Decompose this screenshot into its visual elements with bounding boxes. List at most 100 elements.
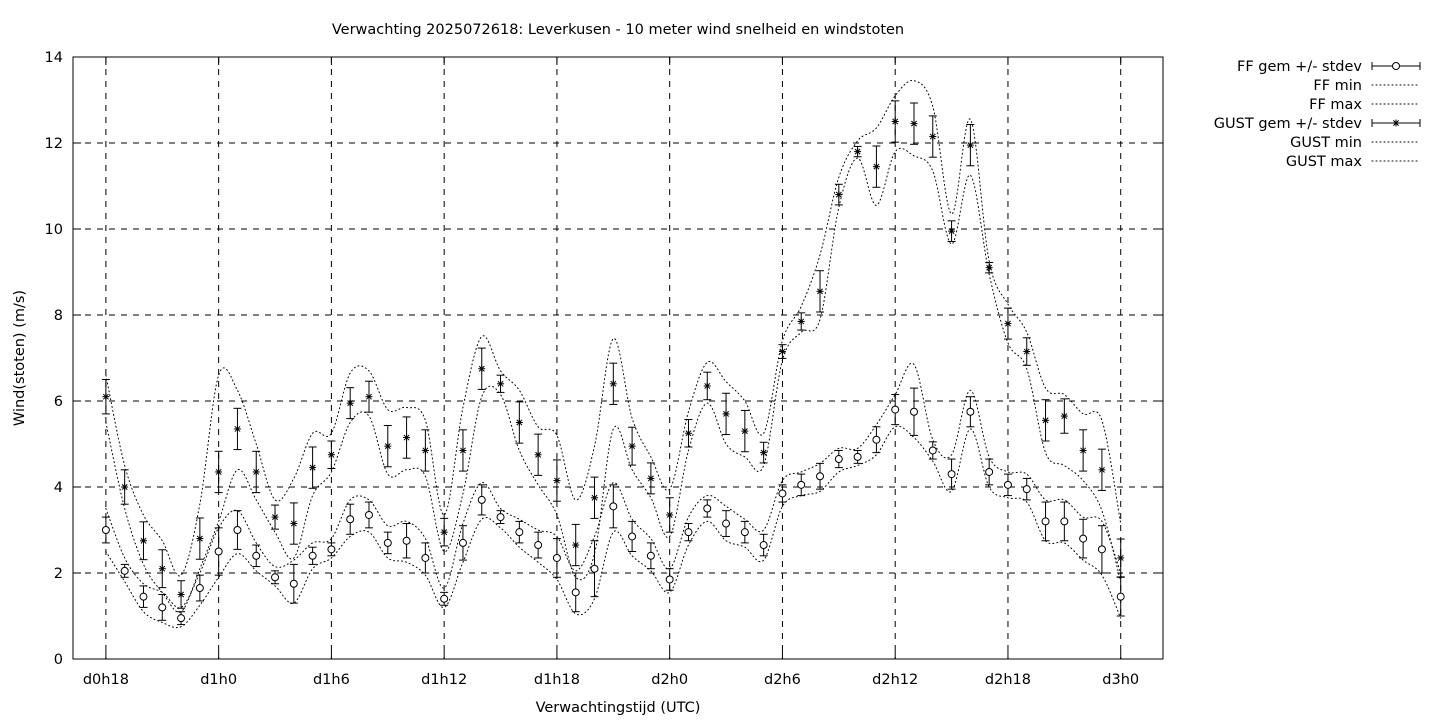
x-tick-label: d3h0 [1102, 672, 1139, 688]
series-0-point [778, 489, 787, 498]
series-3-point [158, 565, 166, 573]
series-0-point [214, 547, 223, 556]
series-0-point [1116, 592, 1125, 601]
legend-swatch-3 [1371, 119, 1421, 127]
series-3-point [722, 410, 730, 418]
series-4-line [105, 147, 1122, 613]
series-0-point [421, 553, 430, 562]
series-0-point [327, 545, 336, 554]
series-3-point [1042, 416, 1050, 424]
series-3-point [929, 133, 937, 141]
series-0-point [891, 405, 900, 414]
y-tick-label: 0 [54, 652, 63, 668]
plot-frame [72, 56, 1164, 660]
series-0-point [402, 536, 411, 545]
series-0-point [139, 592, 148, 601]
series-3-point [741, 427, 749, 435]
series-0-point [534, 541, 543, 550]
series-3-point [177, 591, 185, 598]
series-0-point [383, 538, 392, 547]
x-tick-label: d0h18 [83, 672, 129, 688]
x-tick-label: d1h6 [313, 672, 350, 688]
series-0-point [853, 452, 862, 461]
series-0-point [571, 588, 580, 597]
envelope-lines [105, 79, 1122, 629]
series-3-point [346, 399, 354, 407]
y-tick-label: 2 [54, 566, 63, 582]
y-tick-label: 8 [54, 308, 63, 324]
series-0-point [440, 594, 449, 603]
series-3-point [1079, 446, 1087, 454]
y-tick-label: 14 [45, 50, 63, 66]
series-0-point [947, 470, 956, 479]
x-tick-label: d2h6 [764, 672, 801, 688]
series-3-point [553, 477, 561, 485]
series-3-point [384, 442, 392, 450]
series-3-point [421, 446, 429, 454]
x-tick-label: d1h0 [200, 672, 237, 688]
series-0-point [496, 513, 505, 522]
series-0-point [816, 472, 825, 481]
series-0-point [177, 614, 186, 623]
series-0-point [834, 455, 843, 464]
legend-label-5: GUST max [1286, 154, 1363, 170]
series-0-point [722, 519, 731, 528]
x-axis-label: Verwachtingstijd (UTC) [536, 700, 701, 716]
series-3-point [778, 348, 786, 356]
series-5-line [105, 79, 1122, 577]
series-0-point [233, 526, 242, 534]
series-0-point [590, 564, 599, 573]
series-0-point [308, 551, 317, 560]
series-3-point [121, 483, 129, 491]
series-1-line [105, 425, 1122, 629]
series-3-point [609, 380, 617, 388]
series-0-point [740, 528, 749, 537]
series-3-point [591, 494, 599, 502]
series-0-point [1079, 534, 1088, 543]
legend-label-1: FF min [1313, 78, 1362, 94]
series-3-point [309, 464, 317, 472]
series-0-point [1041, 517, 1050, 526]
series-0-point [928, 446, 937, 455]
series-3-point [647, 474, 655, 482]
series-0-point [346, 515, 355, 524]
series-3-point [854, 148, 862, 156]
series-2-line [105, 362, 1122, 609]
series-0-point [252, 551, 261, 560]
series-0-point [477, 495, 486, 504]
series-3-point [572, 541, 580, 549]
series-3-point [515, 419, 523, 426]
series-3-point [290, 520, 298, 528]
series-3-point [440, 528, 448, 536]
series-3-point [816, 287, 824, 295]
series-0-point [458, 538, 467, 547]
legend-swatch-0 [1371, 62, 1421, 70]
y-tick-label: 10 [45, 222, 63, 238]
series-3-point [835, 191, 843, 199]
series-0-point [195, 584, 204, 593]
series-0-point [271, 573, 280, 582]
series-0-point [684, 528, 693, 537]
legend-label-4: GUST min [1290, 135, 1362, 151]
x-tick-label: d2h0 [651, 672, 688, 688]
series-0-point [872, 435, 881, 444]
series-0-point [515, 528, 524, 537]
series-0-point [120, 566, 129, 575]
series-0-point [703, 504, 712, 513]
series-0-point [158, 603, 167, 612]
legend-label-0: FF gem +/- stdev [1237, 59, 1362, 75]
x-tick-label: d1h12 [421, 672, 467, 688]
series-0-point [966, 407, 975, 416]
x-tick-label: d1h18 [534, 672, 580, 688]
y-tick-label: 12 [45, 136, 63, 152]
series-3-point [497, 380, 505, 388]
series-3-point [1098, 466, 1106, 474]
series-3-point [139, 537, 147, 545]
series-0-point [609, 502, 618, 511]
grid-lines [73, 57, 1163, 659]
legend-label-3: GUST gem +/- stdev [1214, 116, 1363, 132]
axis-ticks: 0 2 4 6 8 10 12 14 d0h18 d1h0 d1h6 d1h12 d1h18 d2h0 d2… [45, 50, 1163, 688]
series-3-point [684, 429, 692, 437]
